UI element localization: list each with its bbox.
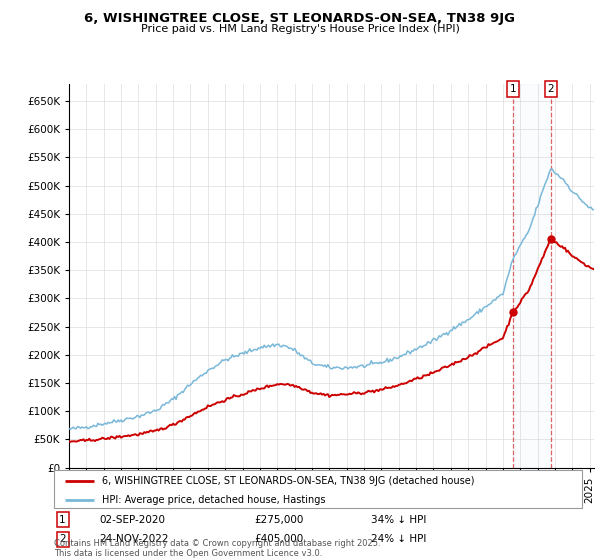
FancyBboxPatch shape xyxy=(54,470,582,508)
Text: 2: 2 xyxy=(59,534,66,544)
Text: £275,000: £275,000 xyxy=(254,515,304,525)
Text: 24-NOV-2022: 24-NOV-2022 xyxy=(99,534,169,544)
Text: 2: 2 xyxy=(547,84,554,94)
Text: Contains HM Land Registry data © Crown copyright and database right 2025.
This d: Contains HM Land Registry data © Crown c… xyxy=(54,539,380,558)
Bar xyxy=(513,84,551,468)
Text: Price paid vs. HM Land Registry's House Price Index (HPI): Price paid vs. HM Land Registry's House … xyxy=(140,24,460,34)
Text: 6, WISHINGTREE CLOSE, ST LEONARDS-ON-SEA, TN38 9JG: 6, WISHINGTREE CLOSE, ST LEONARDS-ON-SEA… xyxy=(85,12,515,25)
Text: 24% ↓ HPI: 24% ↓ HPI xyxy=(371,534,426,544)
Text: 1: 1 xyxy=(509,84,517,94)
Text: HPI: Average price, detached house, Hastings: HPI: Average price, detached house, Hast… xyxy=(101,494,325,505)
Text: 34% ↓ HPI: 34% ↓ HPI xyxy=(371,515,426,525)
Text: 02-SEP-2020: 02-SEP-2020 xyxy=(99,515,165,525)
Text: 6, WISHINGTREE CLOSE, ST LEONARDS-ON-SEA, TN38 9JG (detached house): 6, WISHINGTREE CLOSE, ST LEONARDS-ON-SEA… xyxy=(101,475,474,486)
Text: £405,000: £405,000 xyxy=(254,534,304,544)
Text: 1: 1 xyxy=(59,515,66,525)
